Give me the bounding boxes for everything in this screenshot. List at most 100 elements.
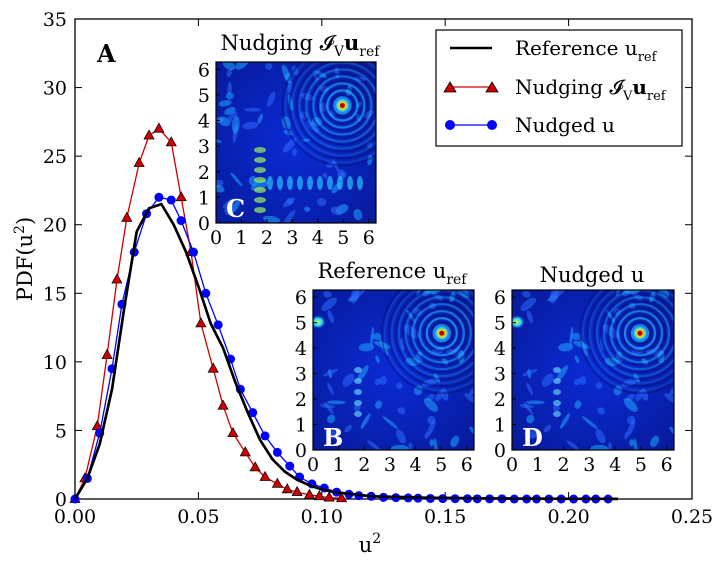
inset-b-wave: [342, 373, 355, 387]
inset-edge-blob: [313, 315, 326, 329]
inset-b-wave: [403, 324, 420, 339]
y-tick-label: 0: [55, 489, 67, 511]
inset-c-band: [317, 176, 323, 190]
inset-d-frame: [511, 289, 675, 451]
inset-d-y-tick-label: 1: [494, 415, 506, 437]
inset-c-band: [254, 207, 266, 213]
inset-d-ring-dark: [614, 307, 666, 360]
inset-b-wave: [469, 426, 474, 436]
inset-d-wave: [552, 404, 560, 412]
inset-c-letter: C: [226, 194, 245, 223]
inset-c-frame: [215, 61, 377, 224]
inset-b-ring: [404, 296, 474, 371]
series-1-point: [143, 129, 155, 140]
inset-d-wave: [608, 442, 612, 450]
inset-b-x-tick-label: 0: [307, 454, 319, 476]
inset-b-wave: [400, 338, 405, 352]
inset-c-wave: [227, 115, 233, 123]
inset-d-wave: [641, 357, 649, 366]
inset-d-vortex-center: [637, 330, 643, 336]
inset-d-wave: [633, 438, 638, 450]
inset-b-ring-dark: [395, 290, 474, 380]
series-2-point: [176, 216, 186, 226]
inset-d-wave: [556, 365, 568, 381]
inset-c-wave: [226, 68, 232, 78]
inset-c-wave: [353, 209, 363, 221]
inset-c-wave: [334, 67, 340, 79]
inset-d-wave: [629, 439, 635, 447]
inset-c-wave: [218, 100, 232, 107]
inset-b-wave: [344, 424, 352, 433]
inset-d-wave: [649, 291, 656, 303]
inset-b-y-tick-label: 3: [295, 364, 307, 386]
inset-c-x-tick-label: 5: [337, 227, 349, 249]
inset-b-vortex-center: [439, 330, 445, 336]
inset-d-y-tick-label: 0: [494, 440, 506, 462]
inset-d-wave: [558, 343, 574, 352]
legend-reference-label: Reference uref: [515, 36, 658, 65]
inset-c-wave: [222, 198, 235, 209]
panel-label-a: A: [96, 39, 116, 68]
inset-b-x-tick-label: 4: [409, 454, 421, 476]
inset-c-wave: [315, 70, 328, 78]
series-line-0-top: [73, 202, 619, 501]
inset-c-wave: [286, 198, 294, 205]
inset-d-wave: [522, 368, 538, 377]
inset-d-wave: [597, 407, 606, 415]
inset-d-y-tick-label: 4: [494, 338, 506, 360]
inset-c-band: [254, 197, 266, 203]
inset-band: [553, 389, 561, 395]
series-1-point: [111, 273, 123, 284]
series-1-point: [239, 446, 251, 457]
inset-c-wave: [317, 197, 327, 206]
inset-c-wave: [287, 94, 294, 111]
inset-d-letter: D: [522, 423, 543, 452]
inset-c-wave: [230, 172, 243, 187]
x-tick-label: 0.00: [54, 506, 96, 528]
inset-c-ring: [305, 68, 376, 143]
inset-d-wave: [569, 326, 574, 346]
inset-c-band: [254, 167, 266, 173]
inset-b-ring: [418, 310, 465, 357]
inset-b-wave: [325, 429, 338, 439]
inset-c-wave: [363, 110, 375, 119]
inset-b-wave: [375, 355, 380, 364]
inset-b-wave: [327, 310, 335, 324]
inset-d-ring-dark: [607, 300, 673, 367]
series-1-point: [101, 348, 113, 359]
inset-d-wave: [573, 378, 581, 386]
inset-b-ring-dark: [429, 321, 454, 346]
inset-b-x-tick-label: 3: [384, 454, 396, 476]
inset-b-ring-dark: [388, 290, 474, 387]
inset-d-ring: [581, 290, 674, 392]
inset-d-ring-dark: [593, 290, 674, 380]
inset-d-wave: [519, 403, 534, 409]
inset-b-frame: [312, 289, 475, 451]
inset-d-ring: [623, 317, 657, 350]
inset-d-y-tick-label: 5: [494, 313, 506, 335]
inset-b-wave: [427, 419, 436, 436]
inset-d-y-tick-label: 2: [494, 389, 506, 411]
x-tick-label: 0.05: [177, 506, 219, 528]
inset-b-x-tick-label: 5: [435, 454, 447, 476]
main-series-layer: [69, 122, 619, 504]
inset-d-wave: [541, 373, 554, 387]
inset-b-wave: [323, 368, 339, 377]
inset-d-ring-dark: [586, 290, 674, 387]
series-1-point: [303, 488, 316, 499]
inset-b-wave: [395, 429, 406, 444]
inset-b-ring: [411, 303, 472, 364]
inset-c-ring-dark: [330, 93, 355, 118]
inset-c-wave: [282, 138, 297, 153]
y-axis-label: PDF(u2): [12, 217, 37, 301]
inset-b-wave: [382, 416, 399, 429]
inset-c-wave: [330, 206, 343, 216]
inset-c-wave: [305, 120, 320, 133]
series-2-point: [248, 408, 258, 418]
series-1-point: [153, 122, 165, 133]
legend-nudged-marker-left: [445, 120, 455, 130]
inset-b-wave: [375, 400, 382, 409]
